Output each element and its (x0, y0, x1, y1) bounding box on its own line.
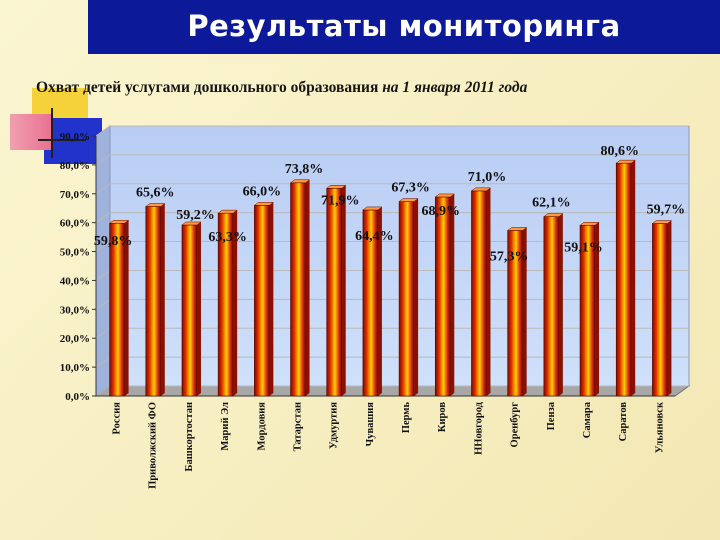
bar-side (414, 198, 419, 396)
gridline-side (95, 154, 111, 166)
y-tick-label: 10,0% (60, 362, 90, 374)
bar (652, 223, 668, 397)
bar-value-label: 80,6% (600, 144, 639, 159)
x-tick-label: Самара (582, 401, 593, 438)
bar-side (160, 203, 165, 396)
y-tick-label: 80,0% (60, 160, 90, 172)
x-tick-label: Россия (112, 402, 123, 435)
bar-value-label: 59,7% (647, 203, 686, 218)
bar-value-label: 71,0% (468, 170, 507, 185)
decor-horizontal-line (38, 139, 86, 141)
bar (290, 182, 306, 397)
bar-value-label: 59,2% (176, 208, 215, 223)
gridline-side (95, 241, 111, 252)
page-title: Результаты мониторинга (187, 9, 621, 43)
bar-side (305, 179, 310, 396)
gridline-side (95, 125, 111, 137)
x-tick-label: Пенза (546, 401, 557, 430)
x-tick-label: Оренбург (510, 402, 521, 448)
decor-vertical-line (51, 108, 53, 158)
gridline-side (95, 183, 111, 195)
bar (398, 201, 415, 397)
y-tick-label: 90,0% (60, 131, 90, 143)
x-tick-label: Пермь (401, 402, 412, 434)
bar-side (631, 160, 636, 396)
chart-title: Охват детей услугами дошкольного образов… (36, 79, 527, 97)
bar-side (595, 222, 600, 396)
bar-value-label: 64,4% (355, 229, 394, 244)
bar-side (377, 206, 382, 396)
x-tick-label: Мордовия (256, 402, 267, 451)
bar-side (558, 213, 563, 396)
bar (181, 224, 198, 397)
bar-value-label: 66,0% (243, 184, 282, 199)
title-bar: Результаты мониторинга (88, 0, 720, 54)
gridline-side (95, 327, 111, 339)
y-tick-label: 70,0% (60, 189, 90, 201)
gridline-side (95, 298, 111, 310)
x-tick-label: ННовгород (473, 401, 484, 455)
y-tick-label: 0,0% (65, 391, 90, 403)
bar (471, 190, 487, 397)
bar (615, 162, 632, 397)
bar-side (233, 210, 238, 396)
x-tick-label: Башкортостан (184, 402, 195, 471)
bar-value-label: 65,6% (136, 185, 175, 200)
x-tick-label: Саратов (618, 402, 629, 442)
x-tick-label: Удмуртия (329, 402, 340, 449)
gridline-side (95, 385, 111, 397)
bar (145, 206, 162, 397)
bar-side (341, 185, 346, 396)
bar-side (667, 220, 672, 396)
chart-title-date: на 1 января 2011 года (382, 79, 528, 96)
bar-value-label: 73,8% (285, 162, 324, 177)
y-tick-label: 50,0% (60, 247, 90, 259)
y-tick-label: 20,0% (60, 333, 90, 345)
x-tick-label: Киров (437, 402, 448, 432)
x-tick-label: Чувашия (365, 402, 376, 447)
gridline-side (95, 270, 111, 281)
gridline-side (95, 212, 111, 224)
bar (326, 187, 343, 397)
y-tick-label: 60,0% (60, 218, 90, 230)
decor-pink-square (10, 114, 52, 150)
bar (254, 205, 270, 397)
bar-value-label: 67,3% (391, 181, 430, 196)
bar-value-label: 71,9% (321, 193, 360, 208)
bar-value-label: 59,8% (94, 234, 133, 249)
bar-value-label: 57,3% (490, 249, 529, 264)
bar-side (522, 227, 527, 396)
bar-side (124, 220, 129, 396)
bar-value-label: 68,9% (422, 204, 461, 219)
bar-value-label: 59,1% (564, 240, 603, 255)
chart-title-main: Охват детей услугами дошкольного образов… (36, 79, 383, 96)
bar-side (269, 202, 274, 396)
x-tick-label: Марий Эл (220, 402, 231, 451)
x-tick-label: Приволжский ФО (148, 402, 159, 489)
gridline-side (95, 356, 111, 368)
bar-side (450, 193, 455, 396)
bar-side (486, 187, 491, 396)
bar (543, 216, 560, 397)
decor-blue-square (44, 118, 102, 164)
bar-value-label: 63,3% (208, 230, 247, 245)
y-tick-label: 30,0% (60, 304, 90, 316)
x-tick-label: Татарстан (292, 402, 303, 451)
bar-value-label: 62,1% (532, 196, 571, 211)
y-tick-label: 40,0% (60, 275, 90, 287)
bar-side (196, 221, 201, 396)
plot-side-wall (95, 125, 111, 397)
x-tick-label: Ульяновск (654, 401, 665, 453)
bar (434, 196, 451, 397)
